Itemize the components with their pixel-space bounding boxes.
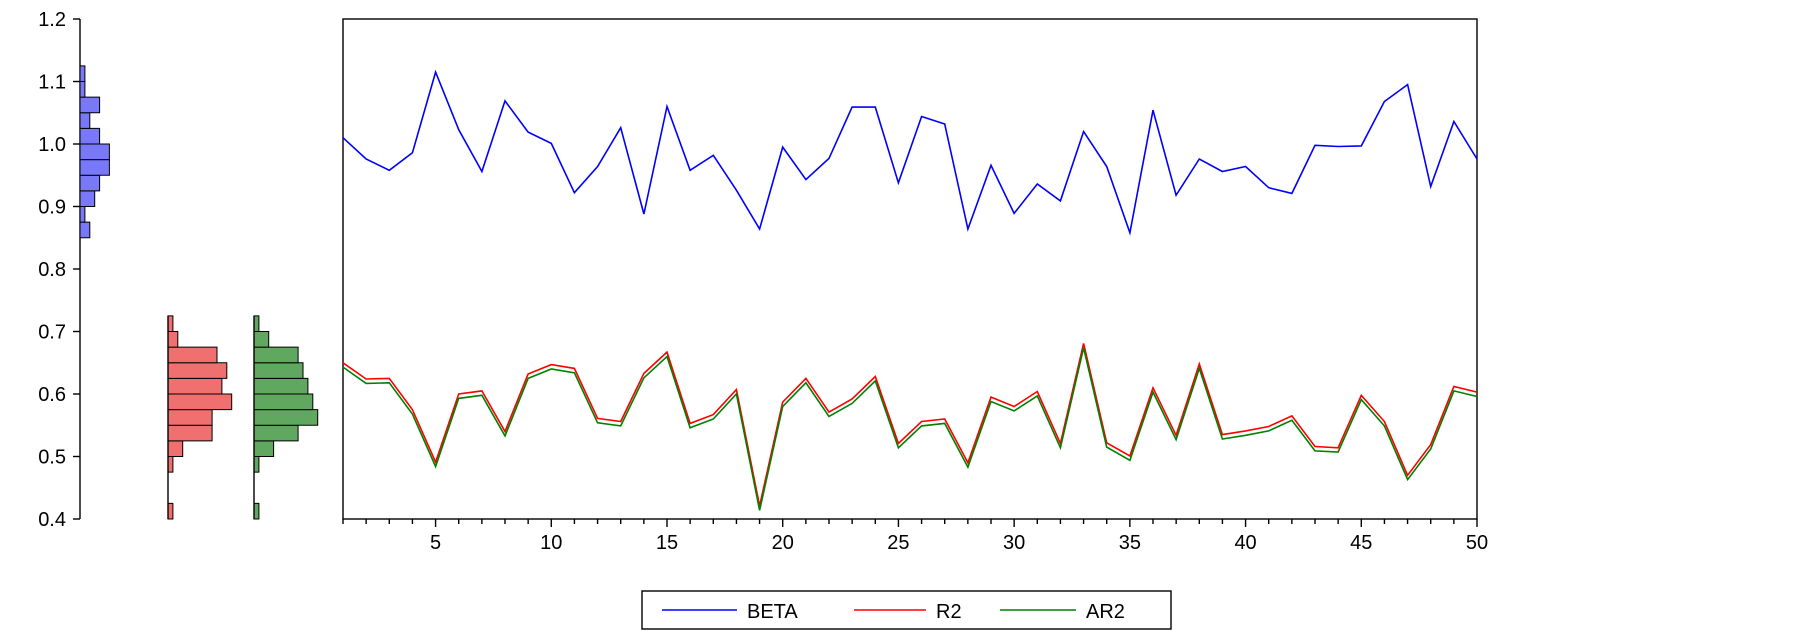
y-tick-label: 0.7 <box>38 322 66 344</box>
x-tick-label: 25 <box>887 532 909 554</box>
histogram-bar <box>167 331 179 348</box>
x-tick-label: 10 <box>540 532 562 554</box>
histogram-bar <box>167 440 184 457</box>
x-tick-label: 15 <box>656 532 678 554</box>
y-tick-label: 0.6 <box>38 384 66 406</box>
x-tick-label: 40 <box>1234 532 1256 554</box>
histogram-bar <box>79 65 86 82</box>
histogram-bar <box>79 190 96 207</box>
histogram-bar <box>167 346 218 364</box>
y-tick-label: 1.1 <box>38 72 66 94</box>
y-tick-label: 0.5 <box>38 447 66 469</box>
x-tick-label: 50 <box>1466 532 1488 554</box>
histogram-bar <box>253 409 319 426</box>
legend-label-ar2: AR2 <box>1086 601 1125 623</box>
histogram-bar <box>253 346 299 364</box>
y-tick-label: 0.9 <box>38 197 66 219</box>
y-tick-label: 1.0 <box>38 134 66 156</box>
histogram-bar <box>167 456 174 473</box>
y-axis: 0.4 0.5 0.6 0.7 0.8 0.9 1.0 1.1 1.2 <box>38 9 81 531</box>
x-tick-label: 20 <box>772 532 794 554</box>
histogram-bar <box>253 393 314 411</box>
histogram-bar <box>167 502 174 520</box>
histogram-bar <box>79 174 101 192</box>
histogram-bar <box>253 456 260 473</box>
x-tick-label: 45 <box>1350 532 1372 554</box>
histogram-bar <box>167 424 213 442</box>
histogram-bar <box>79 221 91 239</box>
series-lines <box>342 69 1478 511</box>
histogram-bar <box>253 315 260 332</box>
histogram-bar <box>79 143 110 161</box>
histogram-bar <box>253 377 309 395</box>
histogram-bar <box>167 393 233 411</box>
histogram-bar <box>79 159 110 176</box>
x-tick-label: 35 <box>1119 532 1141 554</box>
histogram-bar <box>79 81 86 98</box>
histogram-bar <box>167 362 228 379</box>
histogram-bar <box>253 502 260 520</box>
legend-label-beta: BETA <box>747 601 798 623</box>
histogram-r2 <box>167 315 233 520</box>
histogram-bar <box>79 127 101 145</box>
legend: BETA R2 AR2 <box>641 590 1172 630</box>
histogram-bar <box>167 315 174 332</box>
y-tick-label: 0.8 <box>38 259 66 281</box>
series-line-r2 <box>342 343 1478 507</box>
x-axis: 5 10 15 20 25 30 35 40 45 50 <box>342 519 1488 554</box>
histogram-bar <box>253 440 275 457</box>
histogram-bar <box>253 424 299 442</box>
y-tick-label: 1.2 <box>38 9 66 31</box>
y-tick-label: 0.4 <box>38 509 66 531</box>
histogram-bar <box>253 362 304 379</box>
histogram-bar <box>167 377 223 395</box>
histogram-bar <box>79 112 91 129</box>
histogram-bar <box>253 331 270 348</box>
legend-label-r2: R2 <box>936 601 962 623</box>
histogram-beta <box>79 65 110 239</box>
series-line-ar2 <box>342 347 1478 511</box>
histogram-bar <box>167 409 213 426</box>
histogram-bar <box>79 206 86 223</box>
x-tick-label: 5 <box>430 532 441 554</box>
histograms <box>79 65 319 520</box>
plot-frame <box>342 18 1478 520</box>
histogram-bar <box>79 96 101 114</box>
series-line-beta <box>342 69 1478 236</box>
histogram-ar2 <box>253 315 319 520</box>
x-tick-label: 30 <box>1003 532 1025 554</box>
